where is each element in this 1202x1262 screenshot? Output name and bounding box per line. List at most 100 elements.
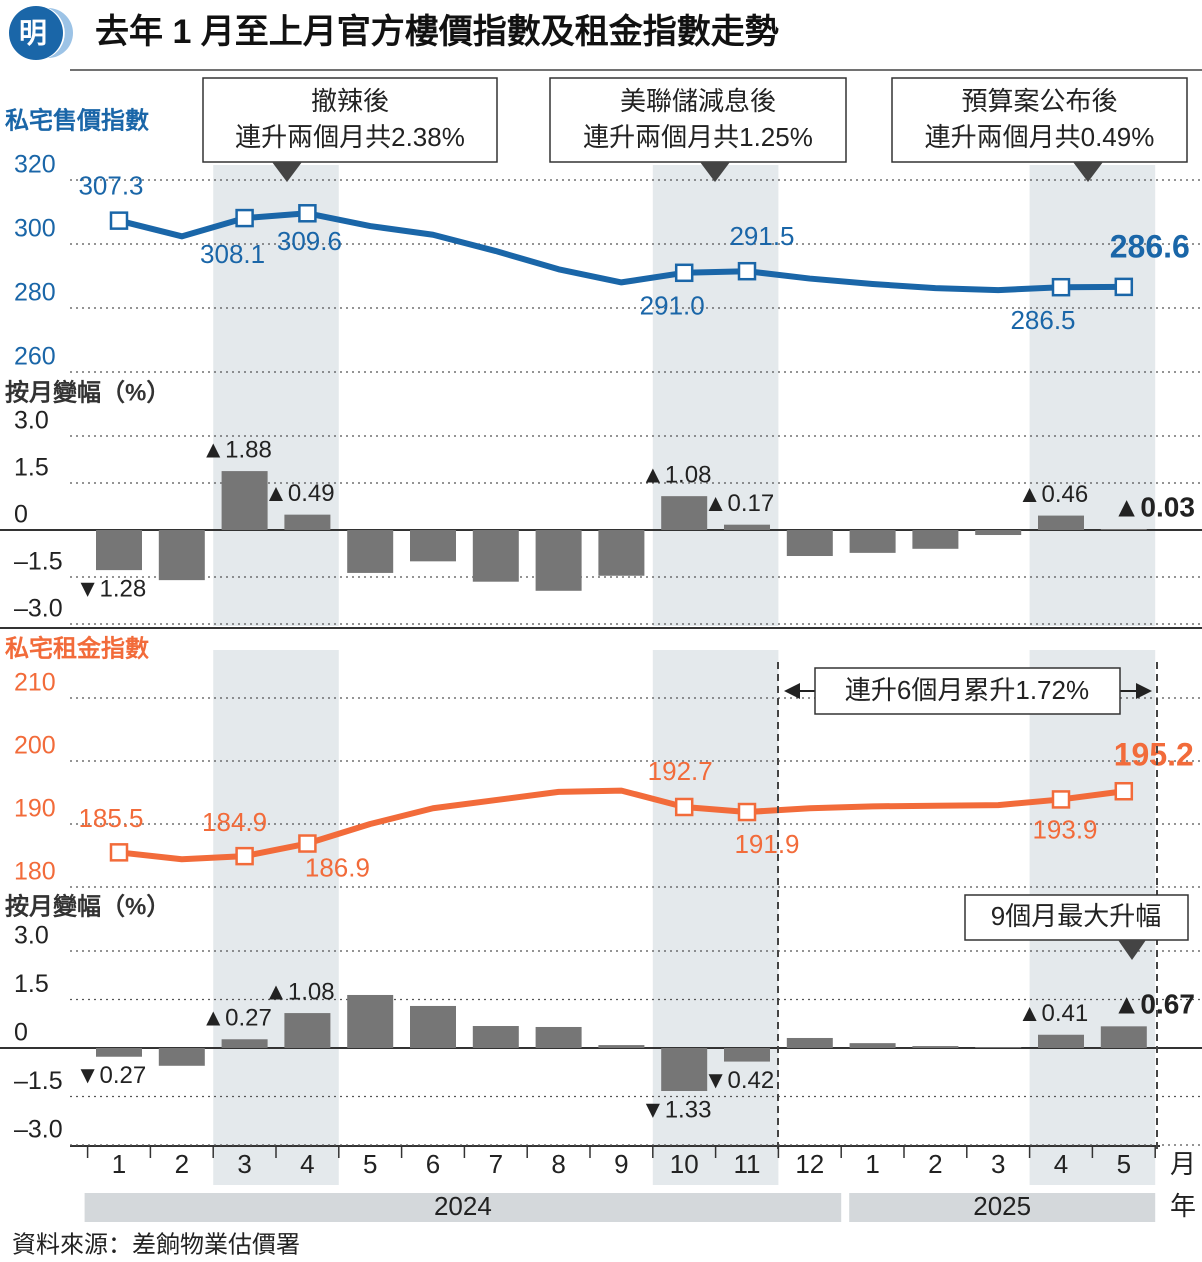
bar — [975, 530, 1022, 536]
callout-text: 美聯儲減息後 — [620, 86, 776, 116]
data-label: ▼0.42 — [704, 1067, 774, 1094]
bar — [912, 1046, 959, 1048]
bar — [849, 1043, 896, 1048]
y-tick-label: 260 — [14, 343, 56, 371]
x-tick-label: 1 — [112, 1149, 126, 1179]
y-tick-label: 3.0 — [14, 407, 49, 435]
y-tick-label: –3.0 — [14, 595, 63, 623]
y-tick-label: –3.0 — [14, 1116, 63, 1144]
callout-pointer — [272, 162, 302, 182]
bar — [535, 530, 582, 591]
chart-title: 去年 1 月至上月官方樓價指數及租金指數走勢 — [95, 12, 779, 51]
point-marker — [109, 843, 129, 862]
point-marker — [109, 211, 129, 230]
y-tick-label: 3.0 — [14, 922, 49, 950]
bar — [221, 471, 268, 530]
bar — [158, 530, 205, 581]
bar — [786, 1037, 833, 1048]
point-marker — [1051, 277, 1071, 297]
callout-box — [964, 894, 1189, 941]
callout-text: 預算案公布後 — [961, 86, 1117, 116]
x-tick-label: 7 — [489, 1149, 503, 1179]
callout-text: 連升兩個月共1.25% — [583, 122, 813, 152]
axis-title: 按月變幅（%） — [5, 378, 170, 406]
x-tick-label: 11 — [734, 1149, 761, 1179]
bar — [96, 530, 142, 571]
callout-box — [891, 77, 1188, 163]
year-label: 2025 — [973, 1191, 1031, 1221]
line — [118, 787, 1125, 863]
data-label: 186.9 — [305, 852, 370, 882]
bar — [849, 530, 896, 553]
y-tick-label: 180 — [14, 858, 56, 886]
data-label: ▲0.27 — [201, 1005, 271, 1032]
x-tick-label: 3 — [237, 1149, 251, 1179]
data-label: 184.9 — [202, 807, 267, 837]
x-unit: 月 — [1170, 1149, 1196, 1179]
axis-title: 私宅租金指數 — [5, 634, 149, 662]
data-label: 307.3 — [78, 171, 143, 201]
point-marker — [298, 204, 317, 223]
shade-column — [213, 165, 339, 626]
bar — [535, 1026, 582, 1048]
data-label: 286.5 — [1010, 305, 1075, 335]
y-tick-label: 0 — [14, 501, 28, 529]
point-marker — [235, 846, 254, 866]
year-unit: 年 — [1170, 1191, 1196, 1221]
bar — [598, 530, 645, 576]
bar — [221, 1039, 268, 1048]
x-tick-label: 1 — [865, 1149, 879, 1179]
x-tick-label: 6 — [426, 1149, 440, 1179]
y-tick-label: 190 — [14, 795, 56, 823]
x-tick-label: 9 — [614, 1149, 628, 1179]
data-label: ▲0.03 — [1113, 491, 1195, 522]
bar — [724, 524, 770, 530]
point-marker — [674, 263, 694, 283]
bar — [598, 1045, 645, 1048]
data-label: 192.7 — [648, 756, 713, 786]
shade-column — [1029, 165, 1156, 626]
x-tick-label: 12 — [795, 1149, 824, 1179]
point-marker — [674, 797, 694, 817]
bar — [158, 1048, 205, 1066]
point-marker — [737, 261, 757, 281]
data-label: 286.6 — [1110, 228, 1190, 264]
data-label: ▲0.67 — [1113, 989, 1195, 1020]
bar — [410, 1005, 456, 1048]
y-tick-label: 1.5 — [14, 970, 49, 998]
callout-box — [814, 667, 1121, 715]
callout-box — [202, 77, 498, 163]
data-label: ▲0.49 — [264, 480, 334, 507]
y-tick-label: 210 — [14, 669, 56, 697]
y-tick-label: 320 — [14, 151, 56, 179]
year-band — [84, 1193, 842, 1222]
x-tick-label: 4 — [300, 1149, 314, 1179]
bar — [724, 1048, 770, 1062]
bar — [1100, 529, 1147, 530]
data-label: 291.5 — [729, 221, 794, 251]
data-label: ▼1.33 — [641, 1096, 711, 1123]
bar — [472, 530, 519, 582]
x-tick-label: 8 — [551, 1149, 565, 1179]
arrow-head — [784, 683, 800, 699]
y-tick-label: –1.5 — [14, 1067, 63, 1095]
bar — [1038, 1034, 1084, 1048]
data-label: 193.9 — [1032, 814, 1097, 844]
bar — [661, 496, 708, 530]
y-tick-label: 300 — [14, 215, 56, 243]
source: 資料來源：差餉物業估價署 — [12, 1231, 300, 1258]
x-tick-label: 10 — [670, 1149, 699, 1179]
data-label: 185.5 — [78, 803, 143, 833]
bar — [472, 1026, 519, 1048]
bar — [284, 514, 331, 530]
bar — [410, 530, 456, 562]
data-label: ▲0.46 — [1018, 481, 1088, 508]
x-tick-label: 2 — [175, 1149, 189, 1179]
y-tick-label: 1.5 — [14, 454, 49, 482]
shade-column — [652, 165, 779, 626]
data-label: ▲1.08 — [264, 978, 334, 1005]
point-marker — [1114, 781, 1134, 801]
bar — [975, 1047, 1022, 1048]
bar — [786, 530, 833, 557]
data-label: ▲0.17 — [704, 490, 774, 517]
